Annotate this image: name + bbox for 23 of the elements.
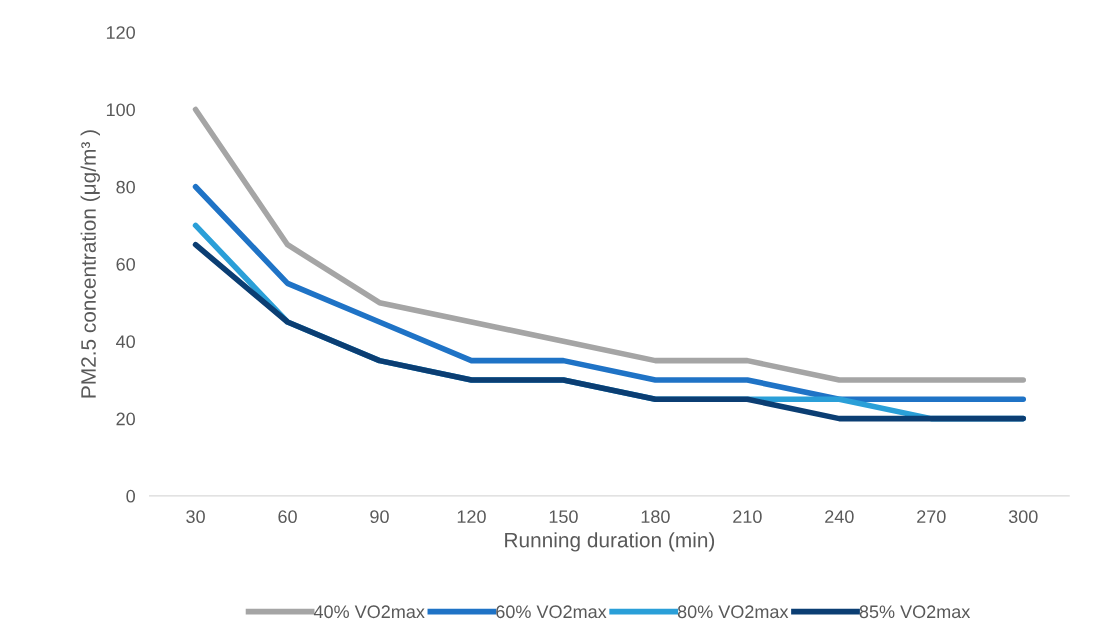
x-tick-label: 150 [549,510,578,524]
x-tick-label: 210 [733,510,762,524]
x-tick-label: 240 [825,510,854,524]
x-tick-label: 270 [917,510,946,524]
y-tick-label: 80 [116,180,135,194]
y-tick-label: 0 [126,489,135,503]
legend-label: 80% VO2max [677,605,789,619]
y-tick-label: 100 [106,103,135,117]
x-axis-title: Running duration (min) [505,532,715,552]
legend-label: 85% VO2max [859,605,971,619]
x-tick-label: 120 [457,510,486,524]
x-tick-label: 180 [641,510,670,524]
y-tick-label: 40 [116,335,135,349]
y-axis-title: PM2.5 concentration (μg/m³ ) [80,130,101,398]
x-tick-label: 30 [186,510,205,524]
x-tick-label: 60 [278,510,297,524]
legend-label: 60% VO2max [496,605,607,619]
legend-label: 40% VO2max [313,605,425,619]
y-tick-label: 20 [116,412,135,426]
x-tick-label: 300 [1008,510,1038,524]
x-tick-label: 90 [370,510,389,524]
y-tick-label: 120 [106,26,135,39]
y-tick-label: 60 [116,257,135,271]
